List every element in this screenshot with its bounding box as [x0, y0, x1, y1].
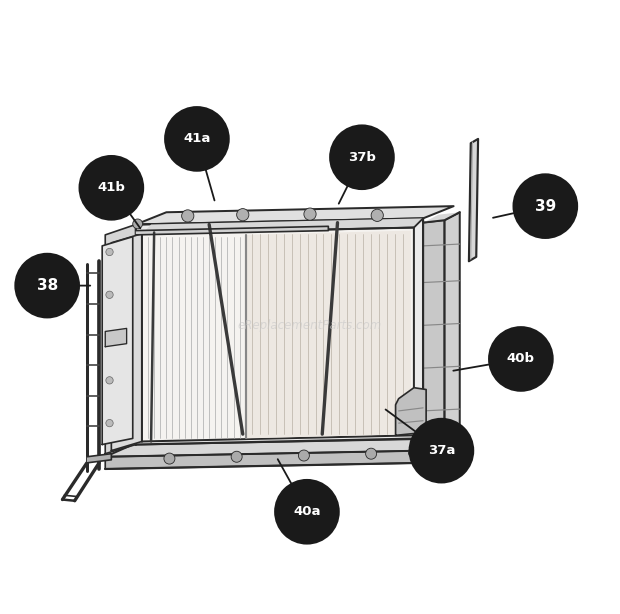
Circle shape — [106, 419, 113, 427]
Polygon shape — [469, 139, 478, 261]
Circle shape — [165, 107, 229, 171]
Circle shape — [79, 156, 143, 220]
Circle shape — [106, 248, 113, 255]
Polygon shape — [423, 212, 460, 223]
Circle shape — [164, 453, 175, 464]
Circle shape — [366, 448, 376, 459]
Circle shape — [298, 450, 309, 461]
Circle shape — [237, 209, 249, 221]
Circle shape — [106, 376, 113, 384]
Text: 37b: 37b — [348, 151, 376, 164]
Polygon shape — [105, 225, 136, 454]
Text: 37a: 37a — [428, 444, 455, 457]
Polygon shape — [396, 387, 426, 435]
Text: 39: 39 — [534, 199, 556, 214]
Polygon shape — [112, 234, 142, 451]
Circle shape — [16, 254, 79, 317]
Polygon shape — [4, 1, 616, 613]
Polygon shape — [105, 451, 423, 469]
Circle shape — [304, 208, 316, 220]
Polygon shape — [87, 454, 112, 463]
Polygon shape — [136, 219, 423, 445]
Polygon shape — [102, 237, 133, 445]
Text: 38: 38 — [37, 278, 58, 293]
Circle shape — [513, 174, 577, 238]
Text: 41b: 41b — [97, 181, 125, 194]
Text: 40b: 40b — [507, 352, 535, 365]
Polygon shape — [136, 227, 329, 235]
Text: eReplacementParts.com: eReplacementParts.com — [238, 319, 382, 332]
Polygon shape — [142, 219, 423, 234]
Polygon shape — [246, 231, 411, 438]
Polygon shape — [142, 228, 414, 441]
Text: 40a: 40a — [293, 505, 321, 518]
Circle shape — [106, 291, 113, 298]
Text: 41a: 41a — [184, 133, 211, 146]
Polygon shape — [445, 212, 460, 451]
Circle shape — [330, 125, 394, 189]
Polygon shape — [136, 206, 454, 225]
Circle shape — [409, 447, 419, 458]
Circle shape — [410, 419, 473, 483]
Circle shape — [371, 209, 383, 222]
Circle shape — [231, 451, 242, 462]
Polygon shape — [105, 328, 126, 347]
Circle shape — [182, 210, 194, 222]
Polygon shape — [105, 438, 451, 457]
Polygon shape — [423, 220, 445, 453]
Circle shape — [275, 480, 339, 543]
Circle shape — [106, 334, 113, 341]
Circle shape — [489, 327, 552, 391]
Circle shape — [133, 219, 143, 229]
